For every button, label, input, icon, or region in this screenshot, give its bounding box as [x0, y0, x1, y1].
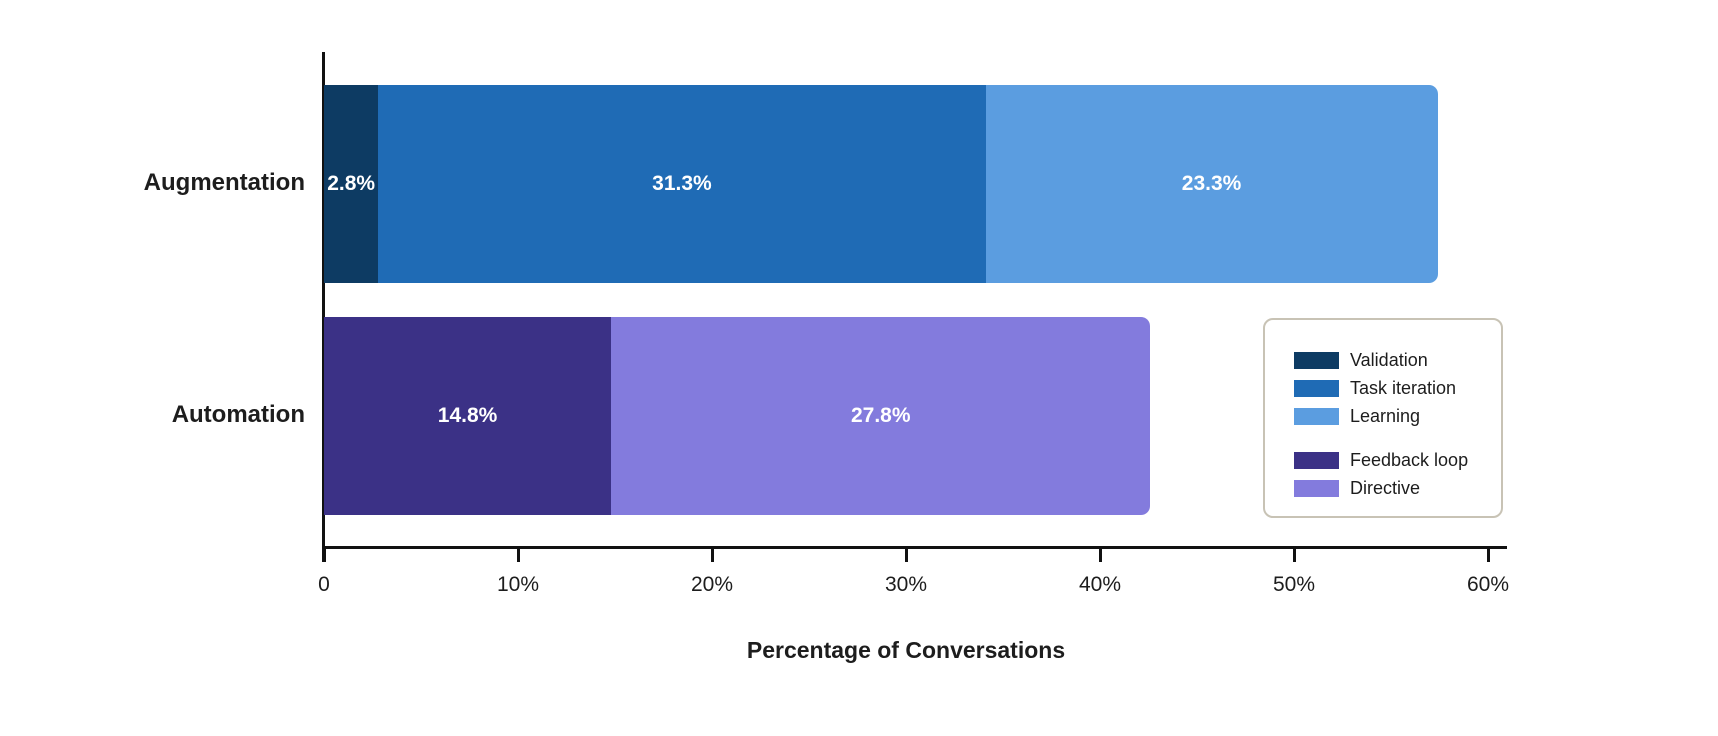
x-tick-label-50: 50% [1272, 573, 1316, 596]
x-tick-60 [1486, 549, 1490, 562]
value-label-task-iteration: 31.3% [652, 172, 712, 195]
x-axis-line [322, 546, 1507, 549]
legend: Validation Task iteration Learning Feedback… [1263, 318, 1503, 518]
value-label-validation: 2.8% [327, 172, 376, 195]
segment-learning: 23.3% [985, 85, 1438, 283]
legend-group: Validation Task iteration Learning [1294, 346, 1501, 430]
value-label-feedback-loop: 14.8% [437, 404, 498, 427]
value-label-learning: 23.3% [1181, 172, 1242, 195]
legend-item-task-iteration: Task iteration [1294, 374, 1501, 402]
legend-item-learning: Learning [1294, 402, 1501, 430]
segment-feedback-loop: 14.8% [324, 317, 612, 515]
legend-swatch-validation [1294, 351, 1339, 369]
legend-label-directive: Directive [1350, 477, 1421, 498]
legend-swatch-learning [1294, 407, 1339, 425]
legend-label-task-iteration: Task iteration [1350, 377, 1457, 398]
x-tick-label-60: 60% [1466, 573, 1510, 596]
x-tick-30 [904, 549, 908, 562]
y-axis-spine [322, 52, 325, 562]
x-tick-label-30: 30% [884, 573, 928, 596]
legend-label-validation: Validation [1350, 349, 1428, 370]
x-tick-40 [1098, 549, 1102, 562]
legend-swatch-feedback-loop [1294, 451, 1339, 469]
segment-validation: 2.8% [324, 85, 379, 283]
legend-swatch-directive [1294, 479, 1339, 497]
legend-group: Feedback loop Directive [1294, 446, 1501, 502]
x-tick-label-40: 40% [1078, 573, 1122, 596]
legend-item-feedback-loop: Feedback loop [1294, 446, 1501, 474]
x-tick-50 [1292, 549, 1296, 562]
legend-item-directive: Directive [1294, 474, 1501, 502]
legend-swatch-task-iteration [1294, 379, 1339, 397]
x-tick-label-0: 0 [318, 573, 330, 596]
x-tick-0 [322, 549, 326, 562]
legend-label-feedback-loop: Feedback loop [1350, 449, 1469, 470]
bar-automation: 14.8% 27.8% [324, 317, 1151, 515]
x-tick-label-10: 10% [496, 573, 540, 596]
x-tick-label-20: 20% [690, 573, 734, 596]
segment-directive: 27.8% [611, 317, 1151, 515]
category-label-automation: Automation [171, 401, 305, 428]
bar-augmentation: 2.8% 31.3% 23.3% [324, 85, 1438, 283]
x-axis-title: Percentage of Conversations [746, 637, 1066, 663]
value-label-directive: 27.8% [850, 404, 911, 427]
x-tick-10 [516, 549, 520, 562]
x-tick-20 [710, 549, 714, 562]
legend-label-learning: Learning [1350, 405, 1421, 426]
legend-item-validation: Validation [1294, 346, 1501, 374]
category-label-augmentation: Augmentation [143, 169, 305, 196]
segment-task-iteration: 31.3% [378, 85, 986, 283]
